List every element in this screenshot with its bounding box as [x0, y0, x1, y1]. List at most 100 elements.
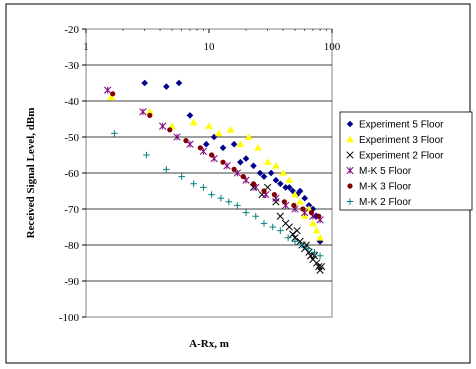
data-point [285, 223, 293, 231]
data-point [279, 169, 287, 176]
data-point [244, 133, 253, 140]
data-point [316, 252, 324, 260]
data-point [205, 122, 213, 129]
data-point [252, 212, 260, 220]
data-point [289, 187, 297, 195]
data-point [312, 259, 321, 267]
data-point [296, 187, 304, 195]
series-5 [111, 130, 324, 260]
data-point [208, 191, 215, 198]
data-point [276, 212, 284, 220]
data-point [200, 184, 207, 191]
data-point [316, 234, 324, 241]
data-point [310, 252, 319, 260]
data-point [236, 140, 245, 147]
data-point [272, 176, 280, 184]
data-point [183, 138, 189, 144]
data-point [272, 162, 280, 169]
data-point [260, 173, 268, 180]
series-0 [141, 79, 324, 245]
data-point [285, 176, 294, 183]
data-points [104, 79, 326, 274]
legend: Experiment 5 Floor Experiment 3 Floor Expe… [339, 111, 473, 211]
y-axis: -20 -30 -40 -50 -60 -70 -80 -90 -100 [59, 24, 86, 324]
x-axis: 1 10 100 [83, 29, 341, 53]
data-point [163, 166, 170, 173]
data-point [237, 158, 244, 166]
data-point [282, 184, 289, 191]
data-point [256, 169, 264, 177]
data-point [298, 241, 306, 249]
data-point [271, 192, 277, 198]
data-point [220, 159, 226, 165]
data-point [286, 184, 293, 191]
data-point [242, 155, 250, 162]
legend-marker [347, 183, 353, 189]
plot-area: 1 10 100 -20 -30 -40 -50 -60 -70 -80 -90 -100 [59, 24, 341, 324]
data-point [234, 202, 241, 209]
y-tick-label: -20 [64, 24, 79, 36]
data-point [141, 79, 148, 87]
data-point [209, 152, 215, 158]
data-point [301, 194, 309, 202]
data-point [145, 108, 154, 115]
data-point [250, 162, 257, 170]
data-point [202, 140, 210, 148]
data-point [219, 144, 227, 152]
data-point [175, 79, 183, 87]
legend-label: M-K 2 Floor [359, 197, 412, 208]
legend-label: Experiment 5 Floor [359, 120, 444, 131]
data-point [104, 86, 112, 94]
data-point [167, 127, 173, 133]
data-point [267, 169, 275, 177]
data-point [304, 245, 312, 252]
gridlines [86, 64, 332, 282]
y-tick-label: -90 [64, 276, 79, 288]
data-point [291, 190, 299, 198]
data-point [272, 198, 280, 206]
data-point [178, 173, 186, 180]
data-point [308, 210, 314, 216]
data-point [309, 219, 317, 227]
data-point [277, 227, 284, 234]
data-point [225, 198, 233, 206]
legend-marker [346, 120, 354, 128]
legend-label: M-K 3 Floor [359, 182, 412, 193]
data-point [186, 112, 194, 119]
data-point [261, 188, 267, 194]
data-point [316, 213, 322, 219]
y-tick-label: -60 [64, 168, 79, 180]
data-point [110, 91, 116, 97]
data-point [293, 226, 301, 235]
data-point [296, 198, 304, 205]
y-tick-label: -50 [64, 132, 79, 144]
data-point [269, 223, 277, 231]
legend-marker [346, 135, 354, 143]
data-point [147, 112, 153, 118]
data-point [302, 241, 311, 249]
data-point [240, 174, 246, 180]
legend-label: M-K 5 Floor [359, 166, 412, 177]
y-tick-label: -80 [64, 240, 79, 252]
data-point [277, 180, 284, 188]
y-tick-label: -30 [64, 60, 79, 72]
x-tick-label: 10 [204, 41, 216, 53]
data-point [254, 144, 262, 151]
data-point [214, 129, 223, 137]
x-tick-label: 100 [324, 41, 341, 53]
legend-label: Experiment 3 Floor [359, 135, 444, 146]
data-point [305, 248, 313, 256]
data-point [190, 180, 197, 188]
data-point [139, 108, 147, 116]
data-point [111, 130, 118, 137]
legend-box [339, 111, 473, 211]
data-point [311, 248, 318, 256]
data-point [300, 206, 306, 212]
data-point [197, 145, 203, 151]
data-point [159, 122, 167, 130]
data-point [291, 202, 297, 208]
data-point [291, 238, 299, 245]
data-point [107, 93, 115, 101]
series-4 [110, 91, 322, 219]
data-point [231, 166, 237, 172]
